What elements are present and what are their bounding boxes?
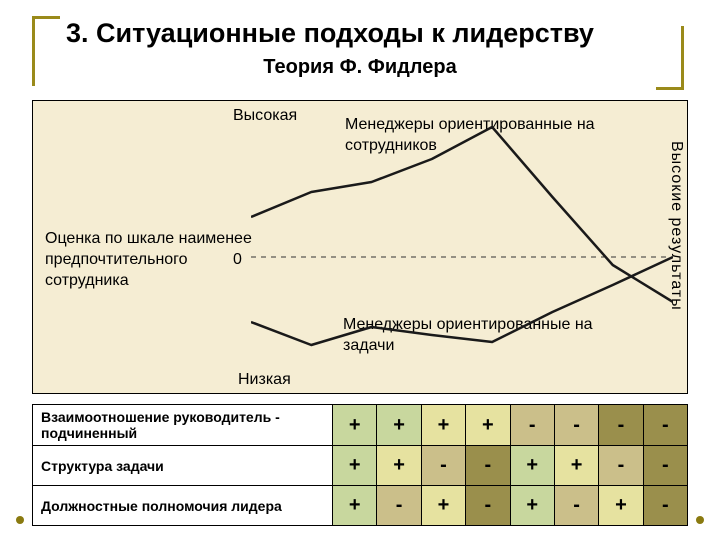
row-label: Должностные полномочия лидера: [33, 486, 333, 526]
table-cell: -: [643, 486, 687, 526]
table-row: Должностные полномочия лидера+-+-+-+-: [33, 486, 688, 526]
table-row: Взаимоотношение руководитель - подчиненн…: [33, 405, 688, 446]
table-cell: +: [333, 405, 377, 446]
page-title: 3. Ситуационные подходы к лидерству: [66, 18, 594, 49]
zero-marker: 0: [233, 251, 242, 269]
table-cell: +: [333, 486, 377, 526]
table-cell: +: [421, 486, 465, 526]
row-label: Взаимоотношение руководитель - подчиненн…: [33, 405, 333, 446]
table-cell: +: [377, 446, 421, 486]
fiedler-chart: Высокая Низкая Оценка по шкале наименее …: [32, 100, 688, 394]
decor-dot-right: [696, 516, 704, 524]
table-cell: -: [599, 446, 643, 486]
table-row: Структура задачи++--++--: [33, 446, 688, 486]
y-axis-left-label: Оценка по шкале наименее предпочтительно…: [45, 229, 255, 291]
decor-dot-left: [16, 516, 24, 524]
table-cell: +: [333, 446, 377, 486]
situational-table: Взаимоотношение руководитель - подчиненн…: [32, 404, 688, 526]
table-cell: +: [421, 405, 465, 446]
table-cell: +: [599, 486, 643, 526]
table-cell: +: [377, 405, 421, 446]
table-cell: -: [599, 405, 643, 446]
table-cell: -: [377, 486, 421, 526]
table-cell: +: [466, 405, 510, 446]
table-cell: -: [643, 405, 687, 446]
slide: 3. Ситуационные подходы к лидерству Теор…: [12, 12, 708, 528]
table-cell: -: [421, 446, 465, 486]
table-cell: +: [554, 446, 598, 486]
row-label: Структура задачи: [33, 446, 333, 486]
page-subtitle: Теория Ф. Фидлера: [12, 56, 708, 79]
table-cell: -: [643, 446, 687, 486]
table-cell: -: [554, 405, 598, 446]
table-cell: +: [510, 486, 554, 526]
table-cell: -: [554, 486, 598, 526]
table-cell: -: [466, 446, 510, 486]
table-cell: -: [466, 486, 510, 526]
table-cell: -: [510, 405, 554, 446]
chart-lines: [251, 107, 673, 385]
table-cell: +: [510, 446, 554, 486]
